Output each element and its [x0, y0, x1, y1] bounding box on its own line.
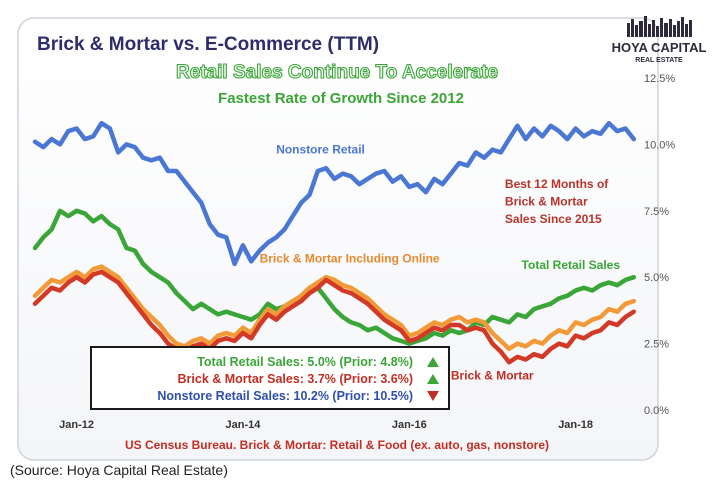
summary-row-text: Total Retail Sales: 5.0% (Prior: 4.8%) [197, 355, 413, 369]
annotation-label: Sales Since 2015 [505, 212, 602, 226]
annotation-label: Brick & Mortar [451, 368, 534, 382]
skyline-icon [627, 16, 692, 37]
y-tick-label: 10.0% [644, 139, 675, 151]
summary-box-border [90, 346, 450, 410]
series-line-total-retail-sales [32, 208, 637, 346]
x-tick-label: Jan-18 [558, 419, 593, 431]
annotation-label: Brick & Mortar Including Online [260, 252, 440, 266]
up-arrow-icon [427, 357, 439, 367]
image-caption: (Source: Hoya Capital Real Estate) [10, 462, 228, 478]
y-tick-label: 0.0% [644, 405, 669, 417]
axes: 0.0% 2.5% 5.0% 7.5% 10.0% 12.5% Jan-12 Jan-14 Ja… [59, 73, 675, 431]
series-line-nonstore-retail [32, 120, 637, 267]
y-tick-label: 2.5% [644, 339, 669, 351]
series-line-brick-mortar [32, 269, 637, 365]
x-tick-label: Jan-14 [226, 419, 262, 431]
logo-line1: HOYA CAPITAL [612, 40, 707, 55]
y-tick-label: 12.5% [644, 73, 675, 85]
logo-line2: REAL ESTATE [635, 57, 683, 64]
y-tick-label: 7.5% [644, 206, 669, 218]
chart-subtitle-2: Fastest Rate of Growth Since 2012 [218, 90, 464, 107]
series-line-brick-mortar-including-online [32, 264, 637, 352]
y-tick-label: 5.0% [644, 272, 669, 284]
summary-row-text: Brick & Mortar Sales: 3.7% (Prior: 3.6%) [178, 372, 414, 386]
x-tick-label: Jan-16 [392, 419, 427, 431]
hoya-capital-logo: HOYA CAPITAL REAL ESTATE [612, 16, 707, 64]
down-arrow-icon [427, 391, 439, 401]
summary-row-text: Nonstore Retail Sales: 10.2% (Prior: 10.… [157, 389, 413, 403]
annotation-label: Total Retail Sales [522, 258, 621, 272]
annotation-label: Nonstore Retail [276, 143, 365, 157]
annotation-label: Best 12 Months of [505, 177, 609, 191]
chart-title: Brick & Mortar vs. E-Commerce (TTM) [37, 34, 379, 55]
summary-box: Total Retail Sales: 5.0% (Prior: 4.8%) Br… [90, 346, 450, 410]
series-lines [32, 120, 637, 365]
x-tick-label: Jan-12 [59, 419, 94, 431]
chart-subtitle: Retail Sales Continue To Accelerate [176, 62, 498, 83]
annotations: Nonstore Retail Best 12 Months of Brick & … [260, 143, 621, 383]
source-note: US Census Bureau. Brick & Mortar: Retail… [125, 438, 549, 452]
up-arrow-icon [427, 374, 439, 384]
annotation-label: Brick & Mortar [505, 194, 588, 208]
